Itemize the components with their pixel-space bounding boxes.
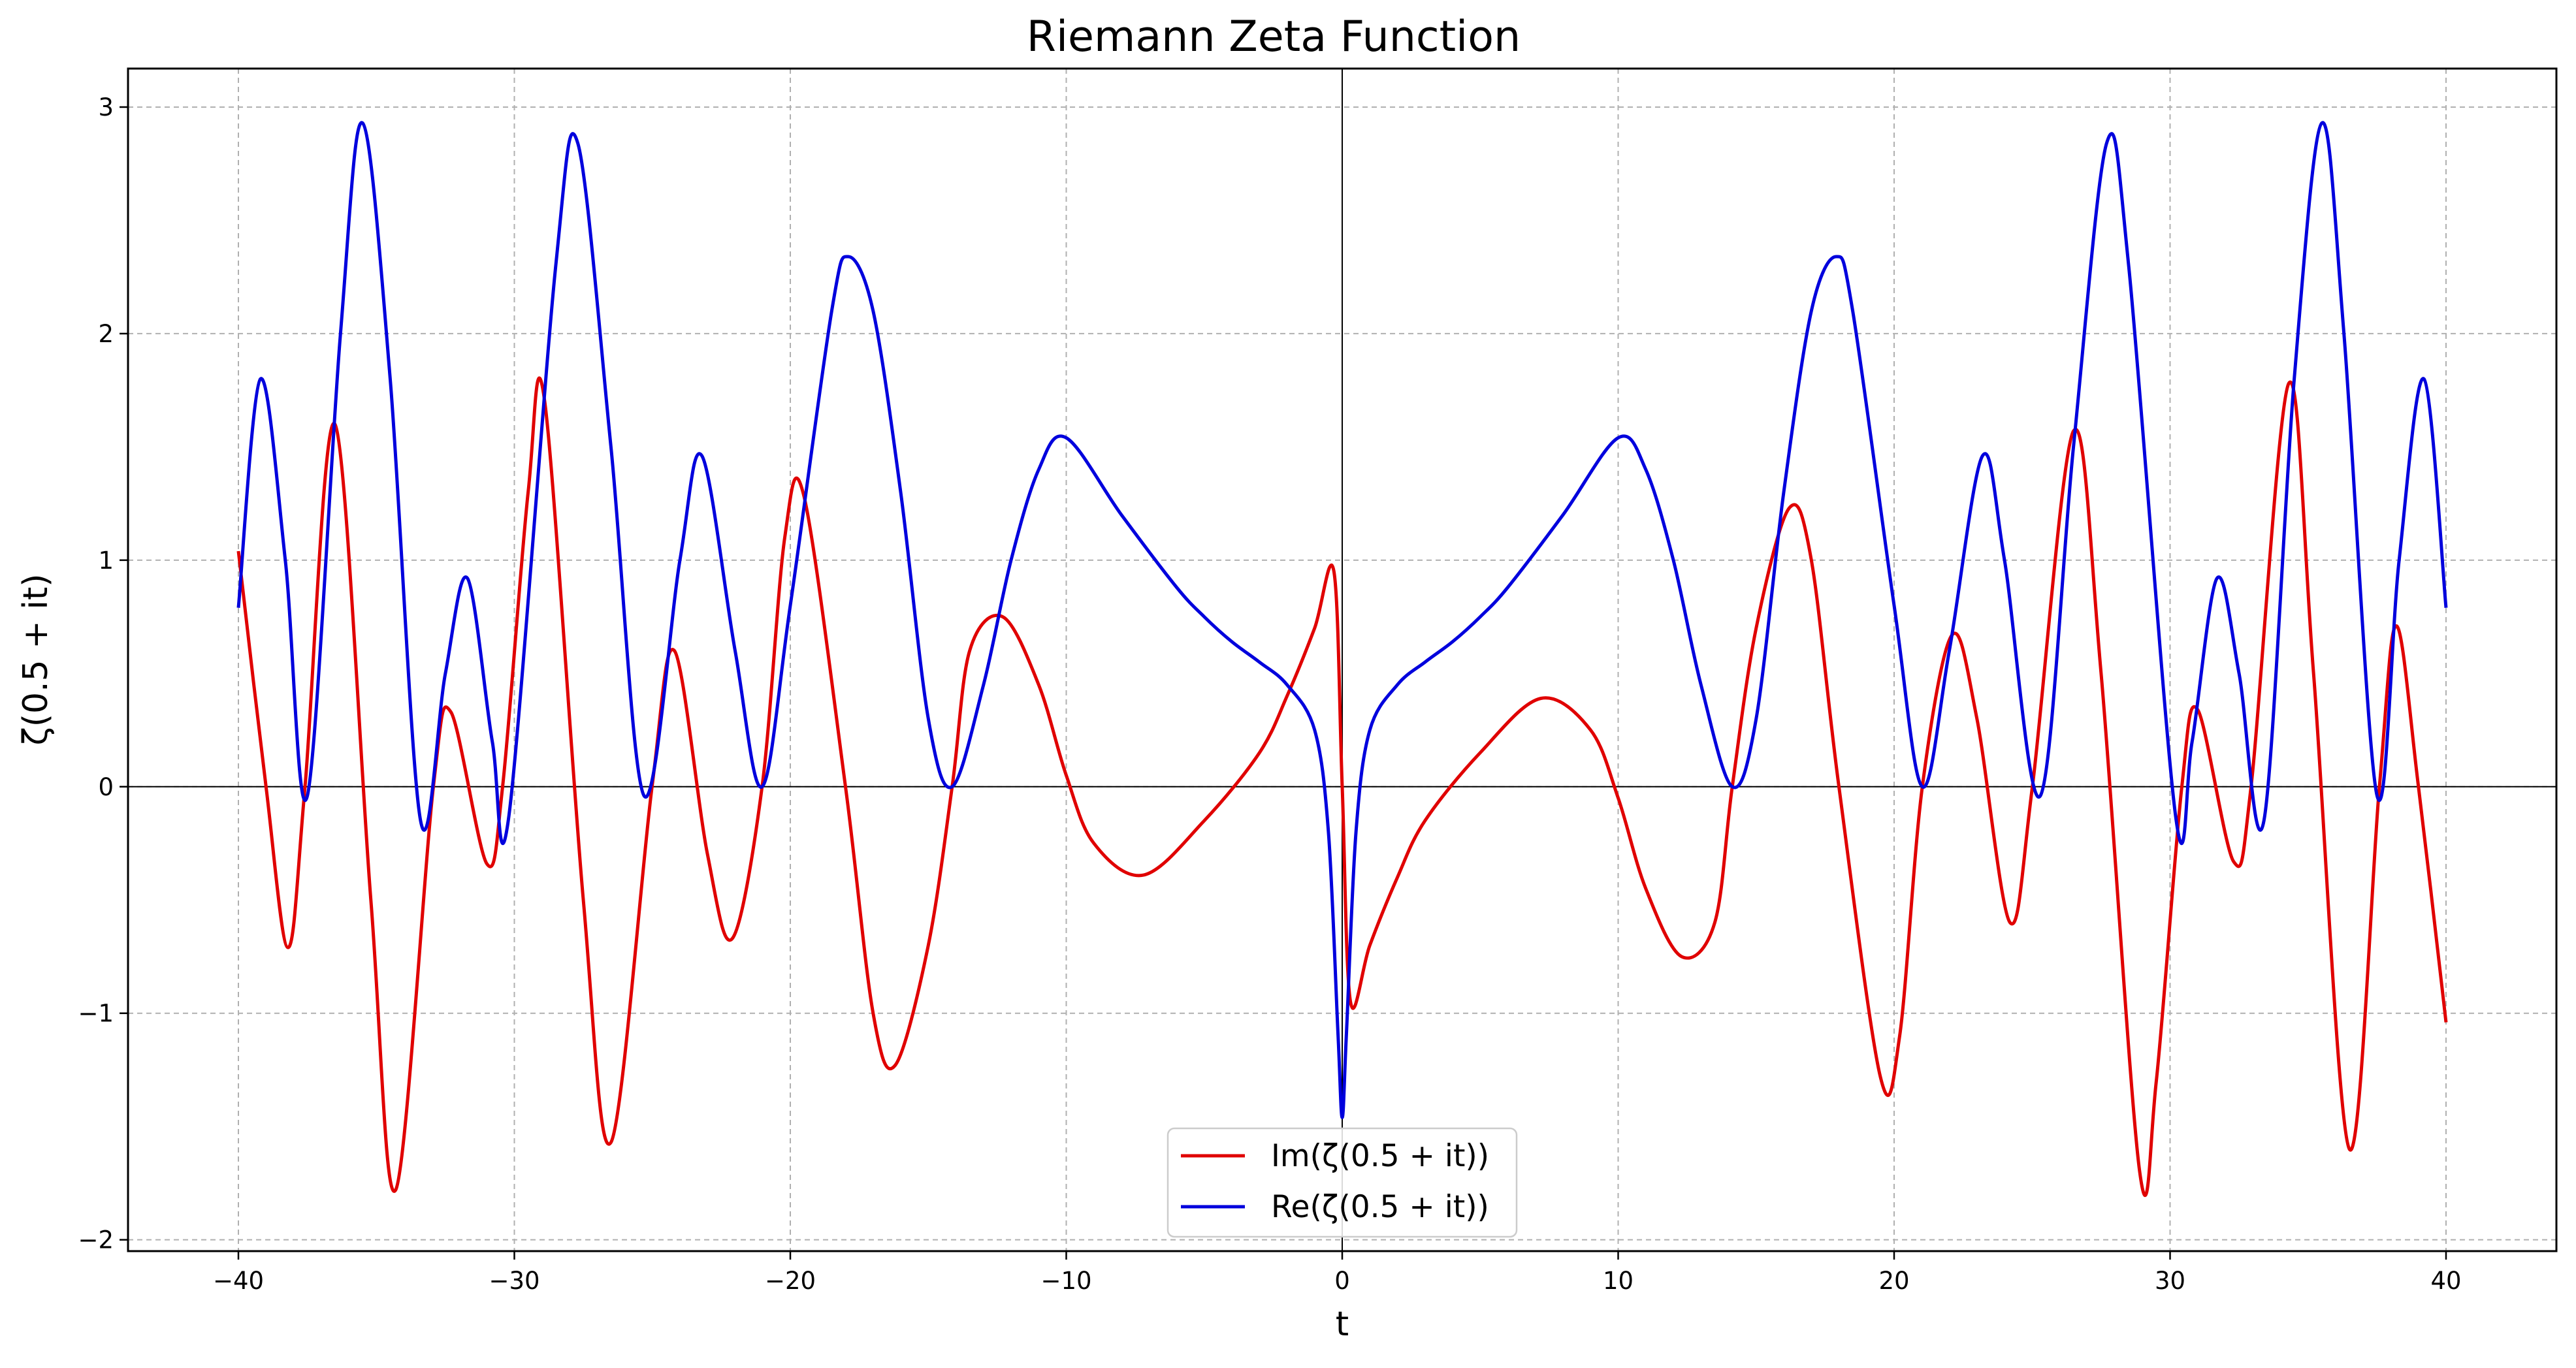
x-tick-label: −40 (213, 1267, 264, 1295)
y-axis-label: ζ(0.5 + it) (16, 573, 56, 745)
y-tick-label: −2 (78, 1226, 114, 1254)
x-axis-ticks: −40 −30 −20 −10 0 10 20 30 40 (213, 1251, 2462, 1295)
x-tick-label: 40 (2430, 1267, 2461, 1295)
re-series-line (236, 121, 2448, 1119)
x-tick-label: −30 (489, 1267, 539, 1295)
y-tick-label: 0 (98, 773, 114, 801)
y-tick-label: 3 (98, 93, 114, 121)
y-tick-label: −1 (78, 1000, 114, 1028)
y-tick-label: 1 (98, 547, 114, 575)
x-tick-label: 0 (1334, 1267, 1350, 1295)
legend-label-re: Re(ζ(0.5 + it)) (1271, 1189, 1489, 1225)
x-tick-label: 30 (2155, 1267, 2185, 1295)
x-tick-label: 20 (1878, 1267, 1909, 1295)
series-lines (236, 121, 2448, 1197)
x-tick-label: −20 (765, 1267, 816, 1295)
y-axis-ticks: −2 −1 0 1 2 3 (78, 93, 128, 1254)
y-tick-label: 2 (98, 320, 114, 348)
x-tick-label: 10 (1603, 1267, 1634, 1295)
chart-title: Riemann Zeta Function (1027, 12, 1521, 61)
legend-label-im: Im(ζ(0.5 + it)) (1271, 1138, 1489, 1174)
x-axis-label: t (1336, 1305, 1349, 1344)
legend: Im(ζ(0.5 + it)) Re(ζ(0.5 + it)) (1167, 1127, 1518, 1238)
legend-box (1167, 1127, 1518, 1238)
im-series-line (236, 376, 2448, 1197)
x-tick-label: −10 (1040, 1267, 1091, 1295)
